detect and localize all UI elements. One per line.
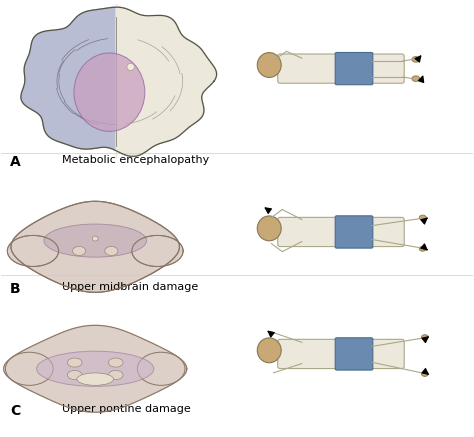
Ellipse shape (6, 352, 53, 385)
Ellipse shape (137, 352, 185, 385)
Ellipse shape (67, 371, 82, 380)
FancyBboxPatch shape (335, 216, 373, 248)
Ellipse shape (412, 57, 419, 62)
Ellipse shape (257, 338, 281, 363)
Ellipse shape (109, 371, 123, 380)
Ellipse shape (73, 246, 86, 256)
FancyBboxPatch shape (335, 52, 373, 85)
Polygon shape (117, 4, 217, 158)
Ellipse shape (421, 371, 428, 376)
Ellipse shape (412, 76, 419, 81)
Text: Upper midbrain damage: Upper midbrain damage (62, 282, 199, 291)
Ellipse shape (419, 246, 426, 251)
Ellipse shape (36, 351, 154, 386)
Ellipse shape (132, 236, 183, 267)
Ellipse shape (67, 358, 82, 367)
Ellipse shape (419, 215, 426, 220)
Ellipse shape (74, 53, 145, 132)
Text: Metabolic encephalopathy: Metabolic encephalopathy (62, 155, 210, 165)
Ellipse shape (257, 52, 281, 77)
Ellipse shape (127, 63, 135, 70)
Ellipse shape (92, 236, 98, 241)
Ellipse shape (77, 373, 114, 385)
Ellipse shape (44, 224, 146, 257)
Ellipse shape (7, 236, 59, 267)
Text: A: A (10, 155, 21, 169)
FancyBboxPatch shape (335, 338, 373, 370)
FancyBboxPatch shape (278, 217, 404, 246)
FancyBboxPatch shape (278, 340, 404, 368)
Ellipse shape (421, 335, 428, 340)
Text: C: C (10, 404, 20, 418)
Ellipse shape (257, 216, 281, 241)
FancyBboxPatch shape (278, 54, 404, 83)
Polygon shape (21, 7, 217, 156)
Ellipse shape (109, 358, 123, 367)
Polygon shape (11, 201, 180, 292)
Ellipse shape (105, 246, 118, 256)
Text: B: B (10, 282, 21, 296)
Text: Upper pontine damage: Upper pontine damage (62, 404, 191, 414)
Polygon shape (4, 325, 187, 412)
